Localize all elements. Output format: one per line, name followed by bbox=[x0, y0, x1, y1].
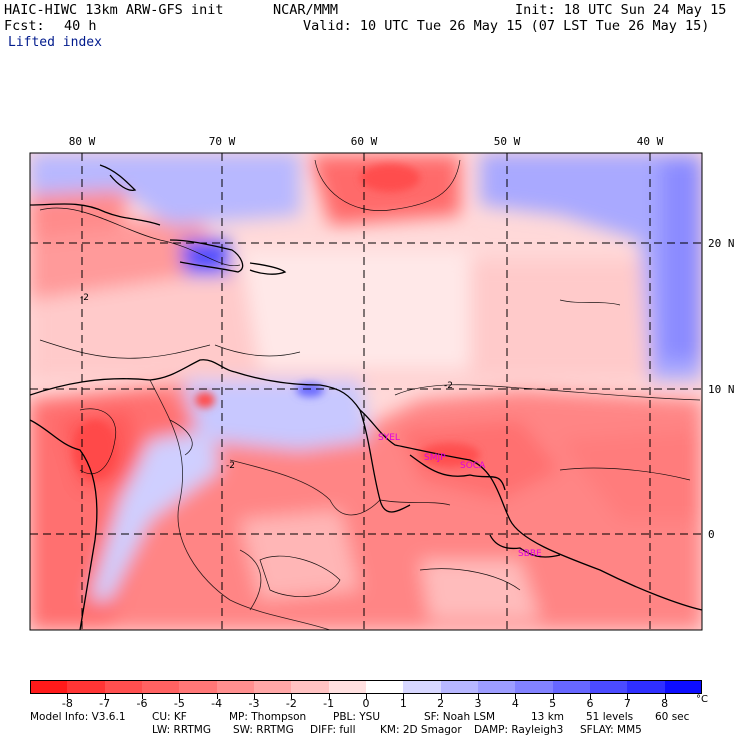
colorbar-tick bbox=[552, 694, 554, 699]
colorbar-cell bbox=[216, 680, 255, 694]
map-frame bbox=[29, 152, 703, 631]
footer-levels: 51 levels bbox=[586, 711, 634, 723]
colorbar-tick-label: -6 bbox=[136, 697, 148, 710]
lon-label-40w: 40 W bbox=[637, 135, 664, 148]
footer-lw: LW: RRTMG bbox=[152, 724, 211, 736]
coastlines bbox=[30, 164, 702, 630]
shading-field bbox=[30, 153, 702, 630]
colorbar-tick bbox=[104, 694, 106, 699]
colorbar-tick bbox=[216, 694, 218, 699]
lon-label-80w: 80 W bbox=[69, 135, 96, 148]
colorbar-cell bbox=[627, 680, 666, 694]
colorbar-tick bbox=[142, 694, 143, 699]
colorbar-tick-label: -8 bbox=[61, 697, 73, 710]
graticule bbox=[30, 153, 702, 630]
colorbar-tick bbox=[67, 694, 69, 699]
contour-label: -2 bbox=[80, 293, 89, 303]
colorbar-cell bbox=[664, 680, 703, 694]
lon-label-50w: 50 W bbox=[494, 135, 521, 148]
footer-model-info: Model Info: V3.6.1 bbox=[30, 711, 126, 723]
footer-sflay: SFLAY: MM5 bbox=[580, 724, 642, 736]
colorbar-tick bbox=[366, 694, 367, 699]
colorbar-cell bbox=[440, 680, 479, 694]
colorbar-tick bbox=[179, 694, 181, 699]
colorbar-cell bbox=[366, 680, 404, 694]
colorbar-tick-label: 4 bbox=[511, 697, 519, 710]
colorbar-tick-label: 6 bbox=[586, 697, 594, 710]
colorbar-tick-label: 0 bbox=[362, 697, 370, 710]
colorbar-cell bbox=[590, 680, 628, 694]
colorbar-tick bbox=[440, 694, 442, 699]
lat-label-0: 0 bbox=[708, 528, 715, 541]
colorbar-cell bbox=[515, 680, 554, 694]
station-smjp: SMJP bbox=[424, 453, 446, 463]
org-label: NCAR/MMM bbox=[273, 2, 339, 18]
footer-diff: DIFF: full bbox=[310, 724, 356, 736]
colorbar-tick bbox=[291, 694, 293, 699]
colorbar-tick-label: -4 bbox=[211, 697, 223, 710]
colorbar-tick bbox=[403, 694, 405, 699]
station-soca: SOCA bbox=[460, 461, 486, 471]
footer-timestep: 60 sec bbox=[655, 711, 690, 723]
colorbar-tick-label: 1 bbox=[399, 697, 407, 710]
footer-km: KM: 2D Smagor bbox=[380, 724, 462, 736]
colorbar-cell bbox=[30, 680, 68, 694]
lat-label-20n: 20 N bbox=[708, 237, 735, 250]
lat-label-10n: 10 N bbox=[708, 383, 735, 396]
colorbar-tick bbox=[515, 694, 517, 699]
colorbar-tick bbox=[478, 694, 479, 699]
colorbar-cell bbox=[291, 680, 330, 694]
colorbar-tick-label: 7 bbox=[623, 697, 631, 710]
model-title: HAIC-HIWC 13km ARW-GFS init bbox=[4, 2, 224, 18]
colorbar-tick-label: -5 bbox=[173, 697, 185, 710]
contour-label: -2 bbox=[444, 381, 453, 391]
colorbar-cell bbox=[552, 680, 591, 694]
station-syel: SYEL bbox=[378, 433, 400, 443]
colorbar-unit: °C bbox=[696, 694, 708, 705]
colorbar-tick bbox=[590, 694, 591, 699]
lon-label-70w: 70 W bbox=[209, 135, 236, 148]
colorbar-tick-label: 3 bbox=[474, 697, 482, 710]
init-time: Init: 18 UTC Sun 24 May 15 bbox=[515, 2, 727, 18]
colorbar-cell bbox=[104, 680, 143, 694]
colorbar-cell bbox=[67, 680, 106, 694]
colorbar-tick bbox=[627, 694, 629, 699]
colorbar-cell bbox=[478, 680, 516, 694]
colorbar-tick-label: 2 bbox=[437, 697, 445, 710]
contour-lines bbox=[39, 159, 701, 597]
colorbar-cell bbox=[328, 680, 367, 694]
colorbar-cell bbox=[142, 680, 180, 694]
colorbar-frame bbox=[30, 680, 702, 694]
colorbar-tick bbox=[254, 694, 255, 699]
footer-sw: SW: RRTMG bbox=[233, 724, 294, 736]
field-name: Lifted index bbox=[8, 35, 102, 50]
footer-cu: CU: KF bbox=[152, 711, 187, 723]
colorbar-tick-label: -1 bbox=[323, 697, 335, 710]
colorbar-cell bbox=[403, 680, 442, 694]
colorbar-cell bbox=[254, 680, 292, 694]
fcst-label: Fcst: bbox=[4, 18, 45, 34]
contour-label: -2 bbox=[226, 461, 235, 471]
colorbar-tick bbox=[328, 694, 330, 699]
colorbar-tick-label: -7 bbox=[99, 697, 111, 710]
footer-resolution: 13 km bbox=[531, 711, 565, 723]
fcst-value: 40 h bbox=[64, 18, 97, 34]
footer-mp: MP: Thompson bbox=[229, 711, 307, 723]
colorbar-tick-label: 5 bbox=[549, 697, 557, 710]
lon-label-60w: 60 W bbox=[351, 135, 378, 148]
colorbar-tick bbox=[664, 694, 666, 699]
colorbar-cell bbox=[179, 680, 218, 694]
colorbar-tick-label: 8 bbox=[661, 697, 669, 710]
footer-pbl: PBL: YSU bbox=[333, 711, 381, 723]
footer-damp: DAMP: Rayleigh3 bbox=[474, 724, 564, 736]
colorbar-tick-label: -3 bbox=[248, 697, 260, 710]
station-sbbe: SBBE bbox=[518, 549, 542, 559]
colorbar-tick-label: -2 bbox=[285, 697, 297, 710]
footer-sf: SF: Noah LSM bbox=[424, 711, 496, 723]
valid-time: Valid: 10 UTC Tue 26 May 15 (07 LST Tue … bbox=[303, 18, 710, 34]
